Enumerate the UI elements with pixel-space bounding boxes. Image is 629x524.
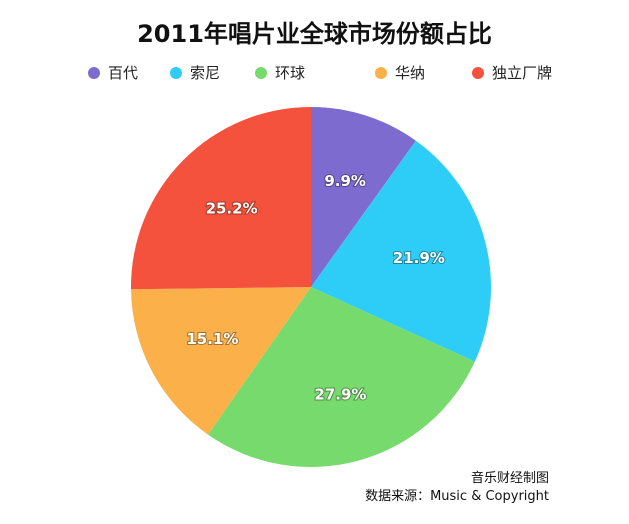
slice-value-label: 21.9% bbox=[393, 249, 445, 267]
legend-label: 索尼 bbox=[190, 64, 221, 82]
pie-slice bbox=[311, 140, 492, 362]
legend-label: 百代 bbox=[108, 64, 139, 82]
slice-value-label: 15.1% bbox=[186, 330, 238, 348]
slice-value-label: 25.2% bbox=[206, 200, 258, 218]
legend-item: 华纳 bbox=[375, 62, 425, 83]
legend-swatch bbox=[170, 66, 182, 79]
legend: 百代 索尼 环球 华纳 独立厂牌 bbox=[0, 62, 629, 92]
pie-slice bbox=[207, 287, 475, 467]
legend-swatch bbox=[255, 66, 267, 79]
slice-value-label: 27.9% bbox=[314, 386, 366, 404]
legend-item: 环球 bbox=[255, 62, 305, 83]
footer-credit: 音乐财经制图 bbox=[470, 471, 549, 486]
slice-value-label: 9.9% bbox=[324, 172, 366, 190]
chart-footer: 音乐财经制图 数据来源：Music & Copyright bbox=[365, 470, 549, 506]
pie-slice bbox=[311, 107, 416, 287]
pie-slice bbox=[131, 287, 311, 435]
legend-label: 华纳 bbox=[395, 64, 426, 82]
legend-swatch bbox=[88, 66, 100, 79]
legend-swatch bbox=[472, 66, 484, 79]
legend-item: 百代 bbox=[88, 62, 138, 83]
chart-title: 2011年唱片业全球市场份额占比 bbox=[137, 20, 492, 48]
footer-source: 数据来源：Music & Copyright bbox=[365, 489, 549, 504]
pie-slice bbox=[131, 107, 311, 290]
legend-item: 索尼 bbox=[170, 62, 220, 83]
legend-label: 独立厂牌 bbox=[492, 64, 553, 82]
legend-swatch bbox=[375, 66, 387, 79]
legend-label: 环球 bbox=[275, 64, 306, 82]
legend-item: 独立厂牌 bbox=[472, 62, 552, 83]
